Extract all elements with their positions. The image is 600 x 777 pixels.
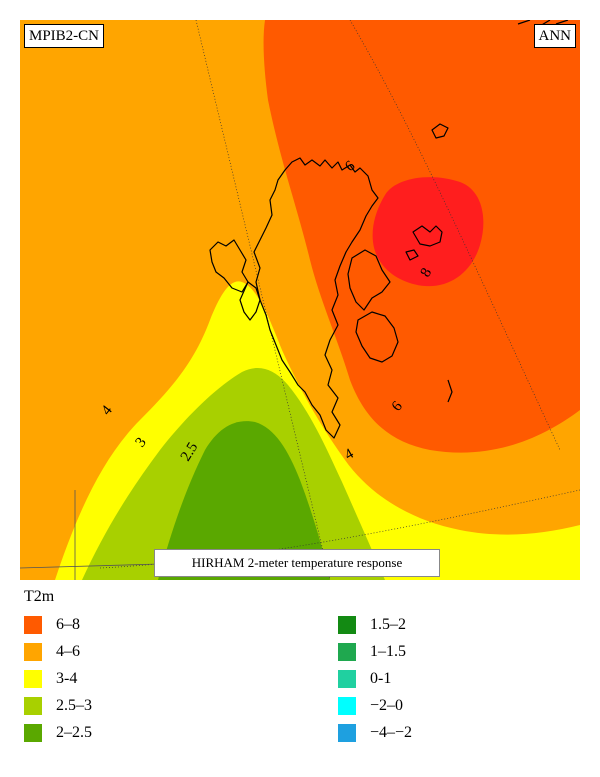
map-canvas: 4 3 2.5 6 4 8 6 — [20, 20, 580, 580]
legend-label: 0-1 — [370, 670, 392, 687]
legend-swatch — [338, 616, 356, 634]
season-label: ANN — [533, 24, 576, 48]
legend-label: 1–1.5 — [370, 643, 406, 660]
legend-swatch — [338, 724, 356, 742]
map-caption: HIRHAM 2-meter temperature response — [154, 549, 440, 577]
legend-swatch — [338, 697, 356, 715]
legend-label: 4–6 — [56, 643, 80, 660]
coastline — [209, 20, 569, 439]
legend-label: 6–8 — [56, 616, 80, 633]
zone-8-plus — [372, 177, 484, 287]
legend-swatch — [24, 643, 42, 661]
legend-label: 2–2.5 — [56, 724, 92, 741]
frame-lines — [20, 490, 161, 580]
legend-label: 3-4 — [56, 670, 78, 687]
legend-swatch — [338, 670, 356, 688]
temperature-map: 4 3 2.5 6 4 8 6 — [20, 20, 580, 580]
legend-swatch — [338, 643, 356, 661]
legend-label: 2.5–3 — [56, 697, 92, 714]
legend-label: 1.5–2 — [370, 616, 406, 633]
legend-title: T2m — [24, 588, 55, 605]
legend-label: −4–−2 — [370, 724, 413, 741]
legend-swatch — [24, 697, 42, 715]
legend-swatch — [24, 670, 42, 688]
model-label: MPIB2-CN — [24, 24, 105, 48]
legend-label: −2–0 — [370, 697, 404, 714]
zone-2-2.5 — [158, 421, 330, 580]
legend-swatch — [24, 616, 42, 634]
legend-swatch — [24, 724, 42, 742]
